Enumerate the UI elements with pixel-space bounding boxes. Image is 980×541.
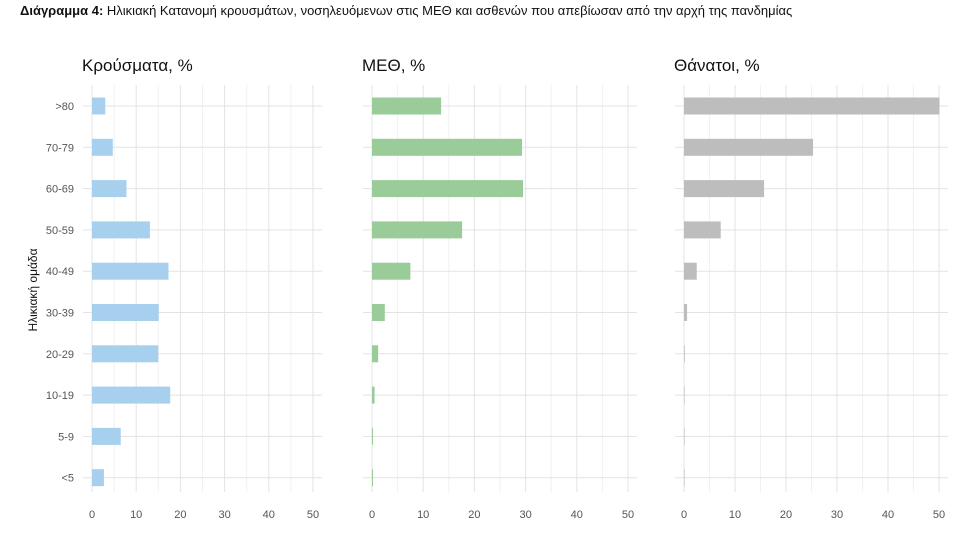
y-tick-label: 40-49: [46, 266, 74, 278]
y-tick-label: 50-59: [46, 225, 74, 237]
panel-2: ΜΕΘ, % 0 10 20 30 40 50: [362, 56, 637, 521]
panel-1: Κρούσματα, % 0 10 20 30 40 50 >80 70-79 60-69 50-5…: [46, 56, 322, 521]
bar-10-19: [372, 386, 375, 404]
figure-caption: Διάγραμμα 4: Ηλικιακή Κατανομή κρουσμάτω…: [20, 3, 792, 18]
x-tick-label: 20: [468, 509, 480, 521]
bar-40-49: [372, 262, 411, 280]
bar->80: [372, 97, 442, 115]
x-tick-label: 0: [681, 509, 687, 521]
bar-60-69: [92, 180, 127, 198]
y-tick-label: >80: [55, 101, 74, 113]
bar-5-9: [92, 427, 121, 445]
panel-title: Κρούσματα, %: [82, 56, 193, 75]
x-tick-label: 50: [933, 509, 945, 521]
x-tick-label: 0: [89, 509, 95, 521]
bar-60-69: [372, 180, 524, 198]
bar-70-79: [372, 138, 523, 156]
x-tick-label: 30: [218, 509, 230, 521]
x-tick-label: 40: [882, 509, 894, 521]
x-tick-label: 40: [571, 509, 583, 521]
bar-5-9: [372, 427, 374, 445]
bar-40-49: [684, 262, 697, 280]
panel-title: ΜΕΘ, %: [362, 56, 425, 75]
y-tick-label: 10-19: [46, 390, 74, 402]
y-axis-label: Ηλικιακή ομάδα: [26, 248, 40, 331]
y-tick-label: <5: [61, 473, 74, 485]
y-tick-label: 30-39: [46, 308, 74, 320]
bar-<5: [372, 469, 374, 487]
y-tick-label: 70-79: [46, 142, 74, 154]
x-tick-label: 30: [831, 509, 843, 521]
bar-30-39: [92, 304, 159, 321]
bar-70-79: [92, 138, 113, 156]
x-tick-label: 10: [729, 509, 741, 521]
bar-<5: [684, 469, 685, 487]
bar->80: [92, 97, 106, 115]
bar-<5: [92, 469, 104, 487]
y-tick-label: 20-29: [46, 349, 74, 361]
bar-70-79: [684, 138, 814, 156]
bar-50-59: [92, 221, 150, 239]
bar-20-29: [92, 345, 159, 363]
bar-20-29: [372, 345, 379, 363]
bar-20-29: [684, 345, 685, 363]
x-tick-label: 50: [307, 509, 319, 521]
x-tick-label: 20: [174, 509, 186, 521]
bar-10-19: [92, 386, 171, 404]
bar-50-59: [684, 221, 721, 239]
bar->80: [684, 97, 940, 115]
x-tick-label: 10: [417, 509, 429, 521]
caption-label: Διάγραμμα 4:: [20, 3, 104, 18]
x-tick-label: 50: [622, 509, 634, 521]
x-tick-label: 0: [369, 509, 375, 521]
bar-50-59: [372, 221, 463, 239]
x-tick-label: 40: [263, 509, 275, 521]
bar-5-9: [684, 427, 685, 445]
panel-title: Θάνατοι, %: [674, 56, 760, 75]
bar-10-19: [684, 386, 685, 404]
bar-40-49: [92, 262, 169, 280]
x-tick-label: 30: [519, 509, 531, 521]
bar-30-39: [372, 304, 385, 321]
bar-60-69: [684, 180, 765, 198]
y-tick-label: 5-9: [58, 431, 74, 443]
panel-3: Θάνατοι, % 0 10 20 30 40 50: [674, 56, 948, 521]
y-tick-label: 60-69: [46, 184, 74, 196]
caption-text: Ηλικιακή Κατανομή κρουσμάτων, νοσηλευόμε…: [106, 3, 793, 18]
bar-30-39: [684, 304, 688, 321]
x-tick-label: 10: [130, 509, 142, 521]
x-tick-label: 20: [780, 509, 792, 521]
